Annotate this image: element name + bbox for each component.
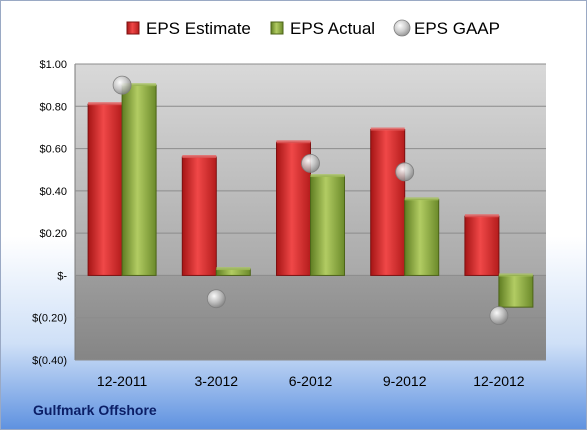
y-tick-label: $- <box>57 270 67 282</box>
bar-top-highlight <box>310 174 345 178</box>
legend-label: EPS Actual <box>290 19 375 38</box>
marker-eps-gaap-9-2012 <box>395 162 415 182</box>
y-tick-label: $(0.20) <box>32 313 67 325</box>
bar-eps-actual-6-2012 <box>310 175 345 276</box>
bar-top-highlight <box>404 197 439 201</box>
y-tick-label: $(0.40) <box>32 355 67 367</box>
bar-top-highlight <box>122 83 157 87</box>
bar-eps-estimate-3-2012 <box>181 156 217 276</box>
marker-eps-gaap-3-2012 <box>206 289 226 309</box>
x-category-label: 9-2012 <box>383 373 427 389</box>
x-category-label: 6-2012 <box>289 373 333 389</box>
legend-label: EPS Estimate <box>146 19 251 38</box>
x-axis-categories: 12-2011 3-2012 6-2012 9-2012 12-2012 <box>97 373 525 389</box>
legend-swatch-eps-gaap <box>393 19 411 37</box>
bar-eps-estimate-12-2012 <box>464 215 500 276</box>
gaap-markers <box>112 75 509 326</box>
bar-top-highlight <box>88 102 123 106</box>
bar-eps-actual-12-2011 <box>121 84 157 276</box>
marker-eps-gaap-12-2012 <box>489 306 509 326</box>
x-category-label: 12-2011 <box>97 373 148 389</box>
y-tick-label: $1.00 <box>39 59 67 71</box>
marker-eps-gaap-12-2011 <box>112 75 132 95</box>
bar-eps-actual-9-2012 <box>404 198 440 276</box>
legend-swatch-eps-actual <box>270 21 284 35</box>
bar-top-highlight <box>370 127 405 131</box>
bar-top-highlight <box>498 273 533 277</box>
x-category-label: 3-2012 <box>195 373 239 389</box>
x-category-label: 12-2012 <box>473 373 525 389</box>
legend-swatch-eps-estimate <box>126 21 140 35</box>
bars <box>87 83 534 308</box>
bar-eps-estimate-12-2011 <box>87 103 123 276</box>
y-tick-label: $0.40 <box>39 186 67 198</box>
y-tick-label: $0.60 <box>39 144 67 156</box>
bar-top-highlight <box>464 214 499 218</box>
bar-top-highlight <box>276 140 311 144</box>
legend-label: EPS GAAP <box>414 19 500 38</box>
y-tick-label: $0.20 <box>39 228 67 240</box>
bar-eps-estimate-9-2012 <box>370 129 406 276</box>
legend: EPS Estimate EPS Actual EPS GAAP <box>126 19 500 38</box>
bar-top-highlight <box>216 267 251 271</box>
company-label: Gulfmark Offshore <box>33 402 157 418</box>
marker-eps-gaap-6-2012 <box>301 153 320 173</box>
bar-top-highlight <box>182 155 217 159</box>
bar-eps-actual-12-2012 <box>498 274 534 308</box>
y-tick-label: $0.80 <box>39 101 67 113</box>
y-axis-ticks: $1.00 $0.80 $0.60 $0.40 $0.20 $- $(0.20) $(0.40… <box>32 59 67 367</box>
